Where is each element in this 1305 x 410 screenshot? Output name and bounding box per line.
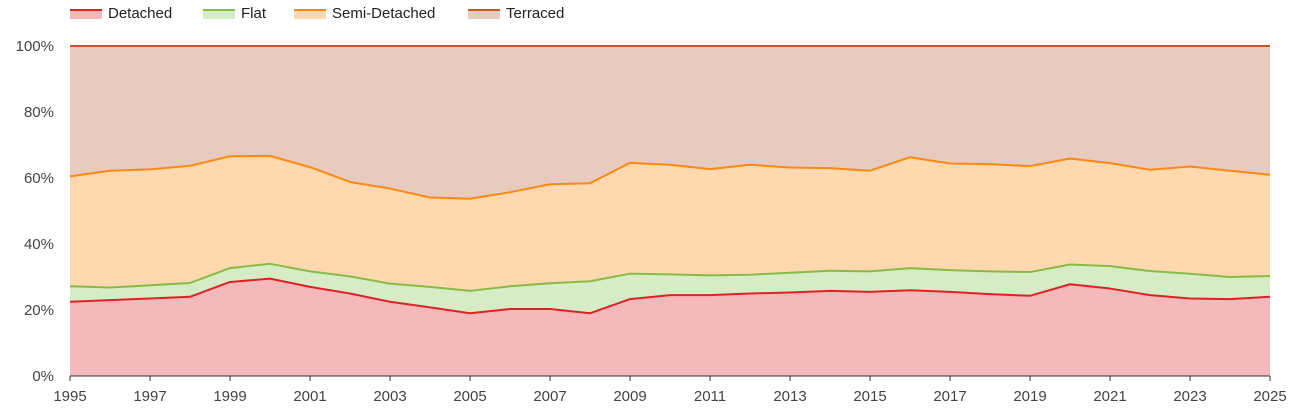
area-semi-detached — [70, 155, 1270, 291]
legend-label: Semi-Detached — [332, 5, 435, 22]
x-tick-label: 2017 — [933, 388, 966, 405]
x-tick-label: 2007 — [533, 388, 566, 405]
line-semi-detached — [69, 154, 1271, 200]
area-terraced — [70, 46, 1270, 199]
legend-item-flat[interactable]: Flat — [203, 5, 267, 22]
legend-label: Detached — [108, 5, 172, 22]
legend-swatch — [70, 9, 102, 19]
legend-label: Flat — [241, 5, 267, 22]
y-tick-label: 20% — [24, 302, 54, 319]
y-tick-label: 60% — [24, 170, 54, 187]
x-tick-label: 1995 — [53, 388, 86, 405]
y-tick-label: 80% — [24, 104, 54, 121]
x-tick-label: 2019 — [1013, 388, 1046, 405]
x-tick-label: 2011 — [694, 388, 726, 405]
legend-item-semi-detached[interactable]: Semi-Detached — [294, 5, 435, 22]
x-tick-label: 1999 — [213, 388, 246, 405]
area-series — [70, 46, 1270, 376]
x-tick-label: 1997 — [133, 388, 166, 405]
legend-swatch — [468, 9, 500, 19]
x-tick-label: 2013 — [773, 388, 806, 405]
x-tick-label: 2009 — [613, 388, 646, 405]
y-tick-label: 40% — [24, 236, 54, 253]
x-tick-label: 2003 — [373, 388, 406, 405]
area-detached — [70, 278, 1270, 376]
x-tick-label: 2015 — [853, 388, 886, 405]
x-tick-label: 2001 — [293, 388, 326, 405]
y-tick-label: 100% — [16, 38, 54, 55]
line-flat — [69, 262, 1271, 292]
x-tick-label: 2023 — [1173, 388, 1206, 405]
x-tick-label: 2021 — [1093, 388, 1126, 405]
legend-item-detached[interactable]: Detached — [70, 5, 172, 22]
line-detached — [69, 277, 1271, 315]
x-tick-label: 2025 — [1253, 388, 1286, 405]
line-series — [69, 45, 1271, 315]
y-tick-label: 0% — [32, 368, 54, 385]
axes: 0% 20% 40% 60% 80% 100% 1995 1997 1999 2001 2003 20… — [16, 38, 1287, 405]
legend-item-terraced[interactable]: Terraced — [468, 5, 564, 22]
legend: Detached Flat Semi-Detached Terraced — [70, 5, 564, 22]
x-tick-label: 2005 — [453, 388, 486, 405]
legend-swatch — [294, 9, 326, 19]
legend-swatch — [203, 9, 235, 19]
legend-label: Terraced — [506, 5, 564, 22]
area-flat — [70, 263, 1270, 314]
